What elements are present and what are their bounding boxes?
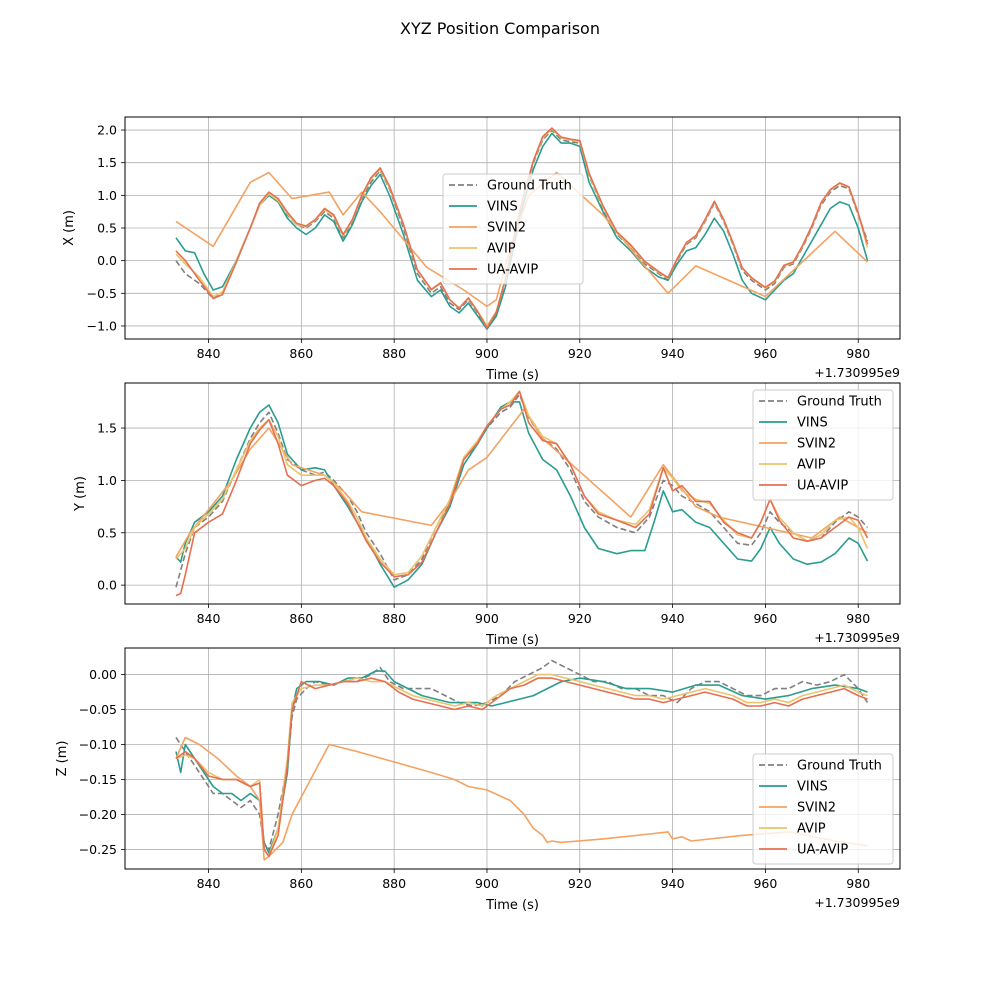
legend-label: AVIP xyxy=(797,822,826,837)
y-axis-label: Y (m) xyxy=(73,476,88,512)
figure-title: XYZ Position Comparison xyxy=(400,19,600,38)
series-line-svin2-x xyxy=(175,171,869,308)
y-tick-label: 0.5 xyxy=(97,525,117,540)
legend-label: VINS xyxy=(797,416,828,431)
legend-y: Ground Truth VINS SVIN2 AVIP UA-AVIP xyxy=(752,389,894,501)
x-tick-label: 900 xyxy=(475,346,499,361)
series-line-ua-avip-y xyxy=(175,390,869,597)
y-tick-label: −0.05 xyxy=(79,702,117,717)
x-tick-label: 880 xyxy=(382,611,406,626)
legend-label: Ground Truth xyxy=(797,759,882,774)
y-tick-label: −0.10 xyxy=(79,737,117,752)
legend-label: SVIN2 xyxy=(797,437,836,452)
series-line-ua-avip-z xyxy=(175,677,868,858)
x-tick-label: 920 xyxy=(568,611,592,626)
y-axis-label: Z (m) xyxy=(55,741,70,777)
x-tick-label: 880 xyxy=(382,346,406,361)
x-tick-label: 940 xyxy=(661,346,685,361)
x-axis-label: Time (s) xyxy=(485,898,539,913)
y-tick-label: −0.20 xyxy=(79,807,117,822)
legend-box xyxy=(752,753,894,865)
legend-x: Ground Truth VINS SVIN2 AVIP UA-AVIP xyxy=(442,173,584,285)
y-tick-label: 1.5 xyxy=(97,155,117,170)
y-tick-label: 0.00 xyxy=(89,667,117,682)
x-tick-label: 940 xyxy=(661,611,685,626)
legend-label: UA-AVIP xyxy=(797,479,848,494)
subplot-y: 840 860 880 900 920 940 960 980 0.0 0.5 1.0 1.5 Time… xyxy=(73,382,901,648)
x-tick-label: 840 xyxy=(197,611,221,626)
x-tick-label: 840 xyxy=(197,876,221,891)
x-tick-label: 940 xyxy=(661,876,685,891)
x-axis-label: Time (s) xyxy=(485,633,539,648)
x-offset-label: +1.730995e9 xyxy=(814,895,900,910)
x-tick-label: 960 xyxy=(753,346,777,361)
series-line-ground-truth-y xyxy=(175,393,869,588)
subplot-x: 840 860 880 900 920 940 960 980 −1.0 −0.5 0.0 0.5 1.… xyxy=(62,116,901,383)
y-tick-label: 1.0 xyxy=(97,188,117,203)
legend-label: AVIP xyxy=(797,458,826,473)
x-tick-label: 960 xyxy=(753,876,777,891)
series-line-svin2-z xyxy=(175,736,868,861)
y-tick-label: 0.5 xyxy=(97,221,117,236)
y-axis-label: X (m) xyxy=(62,210,77,246)
legend-box xyxy=(442,173,584,285)
x-tick-label: 880 xyxy=(382,876,406,891)
x-tick-label: 980 xyxy=(846,611,870,626)
y-tick-label: −0.25 xyxy=(79,842,117,857)
legend-label: AVIP xyxy=(487,242,516,257)
y-tick-label: 1.5 xyxy=(97,421,117,436)
x-tick-label: 920 xyxy=(568,346,592,361)
x-tick-label: 860 xyxy=(289,346,313,361)
legend-box xyxy=(752,389,894,501)
y-tick-label: 2.0 xyxy=(97,123,117,138)
x-tick-label: 900 xyxy=(475,611,499,626)
x-tick-label: 980 xyxy=(846,346,870,361)
x-offset-label: +1.730995e9 xyxy=(814,365,900,380)
legend-label: SVIN2 xyxy=(487,221,526,236)
x-offset-label: +1.730995e9 xyxy=(814,630,900,645)
y-tick-label: −0.5 xyxy=(87,286,117,301)
x-tick-label: 920 xyxy=(568,876,592,891)
x-tick-label: 860 xyxy=(289,876,313,891)
series-line-vins-z xyxy=(175,670,868,854)
legend-label: Ground Truth xyxy=(487,179,572,194)
x-tick-label: 900 xyxy=(475,876,499,891)
axes-frame xyxy=(124,647,901,870)
y-tick-label: −0.15 xyxy=(79,772,117,787)
axes-frame xyxy=(124,382,901,605)
y-tick-label: −1.0 xyxy=(87,318,117,333)
legend-label: UA-AVIP xyxy=(487,263,538,278)
legend-z: Ground Truth VINS SVIN2 AVIP UA-AVIP xyxy=(752,753,894,865)
legend-label: UA-AVIP xyxy=(797,843,848,858)
y-tick-label: 1.0 xyxy=(97,473,117,488)
legend-label: VINS xyxy=(797,780,828,795)
subplot-z: 840 860 880 900 920 940 960 980 −0.25 −0.20 −0.15 −… xyxy=(55,647,901,913)
legend-label: Ground Truth xyxy=(797,395,882,410)
x-tick-label: 840 xyxy=(197,346,221,361)
x-tick-label: 860 xyxy=(289,611,313,626)
y-tick-label: 0.0 xyxy=(97,578,117,593)
x-tick-label: 980 xyxy=(846,876,870,891)
x-tick-label: 960 xyxy=(753,611,777,626)
series-line-svin2-y xyxy=(175,408,868,558)
y-tick-label: 0.0 xyxy=(97,253,117,268)
legend-label: SVIN2 xyxy=(797,801,836,816)
legend-label: VINS xyxy=(487,200,518,215)
x-axis-label: Time (s) xyxy=(485,368,539,383)
